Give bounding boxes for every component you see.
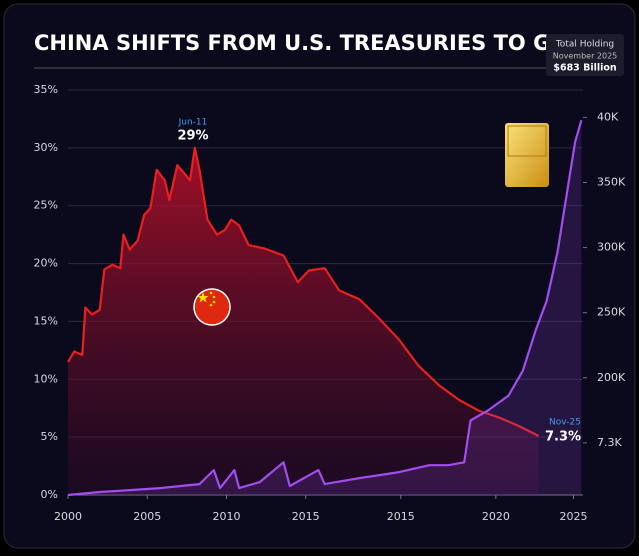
- area: [68, 147, 539, 495]
- peak-value: 29%: [177, 129, 208, 144]
- y-tick-label: 20%: [34, 257, 58, 270]
- y2-tick-label: 40K: [597, 110, 619, 123]
- x-tick-label: 2015: [292, 510, 320, 523]
- chart-title: CHINA SHIFTS FROM U.S. TREASURIES TO GOL…: [34, 31, 599, 55]
- y-tick-label: 30%: [34, 141, 58, 154]
- line: [67, 119, 583, 497]
- x-tick-label: 2000: [54, 510, 82, 523]
- holding-box: [546, 34, 624, 76]
- holding-label: Total Holding: [555, 40, 614, 50]
- x-tick-label: 2005: [133, 510, 161, 523]
- flag-star: [209, 303, 213, 307]
- x-tick-label: 2015: [387, 510, 415, 523]
- y2-tick-label: 250K: [597, 306, 626, 319]
- y2-tick-label: 200K: [597, 371, 626, 384]
- y-tick-label: 15%: [34, 314, 58, 327]
- peak-date: Jun-11: [178, 118, 208, 128]
- x-tick-label: 2025: [559, 510, 587, 523]
- y-tick-label: 25%: [34, 199, 58, 212]
- y2-tick-label: 7.3K: [597, 436, 622, 449]
- flag-star: [197, 292, 209, 303]
- y-tick-label: 5%: [41, 430, 58, 443]
- flag-star: [212, 295, 216, 299]
- latest-value: 7.3%: [545, 430, 581, 445]
- y-tick-label: 0%: [41, 488, 58, 501]
- area: [68, 120, 582, 495]
- gold-bar-icon: [505, 123, 549, 187]
- y2-tick-label: 350K: [597, 175, 626, 188]
- flag-star: [209, 291, 213, 295]
- y-tick-label: 10%: [34, 372, 58, 385]
- flag-star: [212, 300, 216, 304]
- line: [67, 146, 540, 437]
- plot: 0% 5% 10% 15% 20% 25% 30% 35% 7.3K 200K 250K 300K 35…: [34, 83, 626, 523]
- y-tick-label: 35%: [34, 83, 58, 96]
- gold-bar-inset: [507, 125, 547, 157]
- flag-icon: [193, 288, 231, 326]
- latest-date: Nov-25: [549, 418, 581, 428]
- y2-tick-label: 300K: [597, 241, 626, 254]
- x-tick-label: 2020: [482, 510, 510, 523]
- x-tick-label: 2010: [212, 510, 240, 523]
- holding-value: $683 Billion: [553, 63, 617, 74]
- holding-date: November 2025: [553, 52, 618, 61]
